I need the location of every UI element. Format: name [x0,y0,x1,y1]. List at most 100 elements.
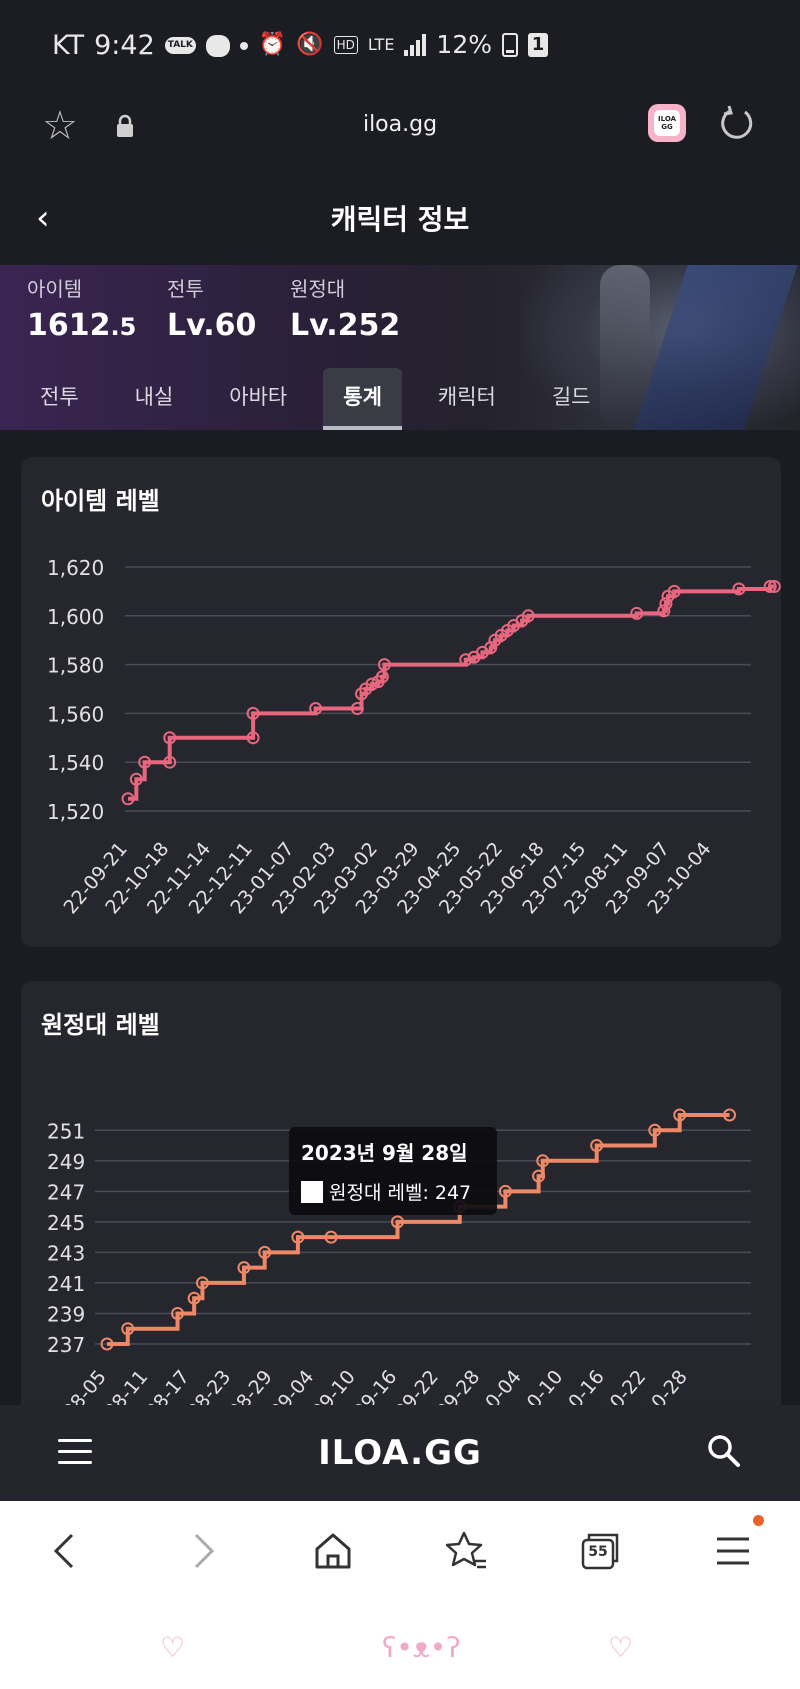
data-point [163,731,177,745]
item-level-chart: 1,6201,6001,5801,5601,5401,52022-09-2122… [47,556,781,918]
stat-item-level: 아이템 1612.5 [27,273,136,343]
data-point [459,653,473,667]
y-tick-label: 239 [47,1302,85,1326]
battery-percent: 12% [436,30,492,59]
browser-url-bar: ☆ iloa.gg ILOA GG [0,92,800,172]
data-point [258,1245,272,1259]
stat-expedition-level: 원정대 Lv.252 [290,273,400,343]
data-point [391,1215,404,1229]
tab-combat[interactable]: 전투 [40,385,79,409]
data-point [498,1184,512,1198]
data-point [667,584,681,598]
stat-value: Lv.60 [167,308,257,343]
data-point [171,1306,185,1320]
heart-icon[interactable]: ♡ [160,1631,186,1664]
site-logo[interactable]: ILOA.GG [318,1433,482,1473]
stat-label: 전투 [167,277,204,301]
y-tick-label: 249 [47,1150,85,1174]
bear-face-icon[interactable]: ʕ•ᴥ•ʔ [382,1631,461,1664]
stat-combat-level: 전투 Lv.60 [167,273,256,343]
gesture-bar: ♡ ʕ•ᴥ•ʔ ♡ [0,1601,800,1689]
x-tick-label: 08-23 [183,1366,235,1405]
x-tick-label: 10-28 [639,1366,691,1405]
data-point [723,1108,736,1122]
tab-guild[interactable]: 길드 [551,385,591,409]
x-tick-label: 08-17 [141,1366,193,1405]
y-tick-label: 1,580 [47,654,104,678]
signal-icon [404,33,427,56]
tab-domain[interactable]: 내실 [134,385,174,409]
back-arrow-icon[interactable] [44,1529,88,1573]
forward-arrow-icon[interactable] [180,1529,224,1573]
data-point [648,1123,662,1137]
stat-label: 아이템 [27,277,83,301]
page-title: 캐릭터 정보 [330,203,470,236]
item-level-card: 아이템 레벨 1,620 1,600 1,580 1,560 1,540 1,520 22-… [21,457,781,947]
reload-icon[interactable] [718,104,756,142]
y-tick-label: 1,540 [47,751,104,775]
more-notifications-icon [239,41,248,50]
kakaotalk-icon: TALK [164,37,196,54]
data-point [732,582,746,596]
back-icon[interactable]: ‹ [36,198,50,238]
data-point [673,1108,687,1122]
tab-avatar[interactable]: 아바타 [229,385,288,409]
y-tick-label: 241 [47,1272,85,1296]
site-bottom-bar: ILOA.GG [0,1405,800,1501]
tab-character[interactable]: 캐릭터 [437,385,496,409]
x-tick-label: 09-10 [307,1366,359,1405]
data-point [532,1169,546,1183]
x-tick-label: 10-04 [473,1366,525,1405]
y-tick-label: 1,620 [47,556,104,580]
search-icon[interactable] [706,1433,742,1469]
home-icon[interactable] [311,1529,355,1573]
y-tick-label: 1,560 [47,702,104,726]
ext-label: ILOA GG [654,110,680,136]
series-line [128,584,775,801]
clock: 9:42 [94,30,155,61]
tab-statistics[interactable]: 통계 [323,368,402,430]
data-point [763,580,777,594]
site-extension-button[interactable]: ILOA GG [648,104,686,142]
x-tick-label: 09-16 [349,1366,401,1405]
heart-icon[interactable]: ♡ [608,1631,634,1664]
sim-slot: 1 [528,32,548,57]
data-point [246,731,260,745]
data-point [187,1291,201,1305]
bookmarks-icon[interactable] [444,1529,488,1573]
page-header: ‹ 캐릭터 정보 [0,172,800,265]
data-point [630,606,644,620]
hamburger-menu-icon[interactable] [58,1439,92,1465]
message-icon [205,34,230,57]
y-tick-label: 243 [47,1241,85,1265]
status-bar: KT 9:42 TALK ⏰ 🔇 HD LTE 12% 1 [0,0,800,92]
hd-icon: HD [333,35,358,54]
x-tick-label: 08-11 [100,1366,152,1405]
x-tick-label: 09-22 [390,1366,442,1405]
browser-menu-icon[interactable] [711,1529,755,1573]
tabs-count: 55 [588,1544,608,1560]
bookmark-star-icon[interactable]: ☆ [42,103,78,149]
data-point [657,604,671,618]
alarm-icon: ⏰ [258,32,287,57]
stat-label: 원정대 [290,277,346,301]
data-point [350,702,364,716]
x-tick-label: 09-04 [266,1366,318,1405]
data-point [246,706,260,720]
tabs-button[interactable]: 55 [578,1529,622,1573]
data-point [195,1276,209,1290]
data-point [100,1337,114,1351]
expedition-level-chart: 25124924724524324123923708-0508-1108-170… [47,1108,751,1405]
chart-title: 아이템 레벨 [41,487,160,515]
data-point [377,658,391,672]
tooltip-title: 2023년 9월 28일 [301,1141,468,1165]
data-point [237,1261,251,1275]
y-tick-label: 247 [47,1180,85,1204]
data-point [309,702,323,716]
url-text[interactable]: iloa.gg [362,112,438,137]
x-tick-label: 10-16 [556,1366,608,1405]
browser-nav-bar: 55 [0,1501,800,1601]
data-point [767,580,781,594]
y-tick-label: 1,520 [47,800,104,824]
character-hero: 아이템 1612.5 전투 Lv.60 원정대 Lv.252 전투 내실 아바타… [0,265,800,430]
